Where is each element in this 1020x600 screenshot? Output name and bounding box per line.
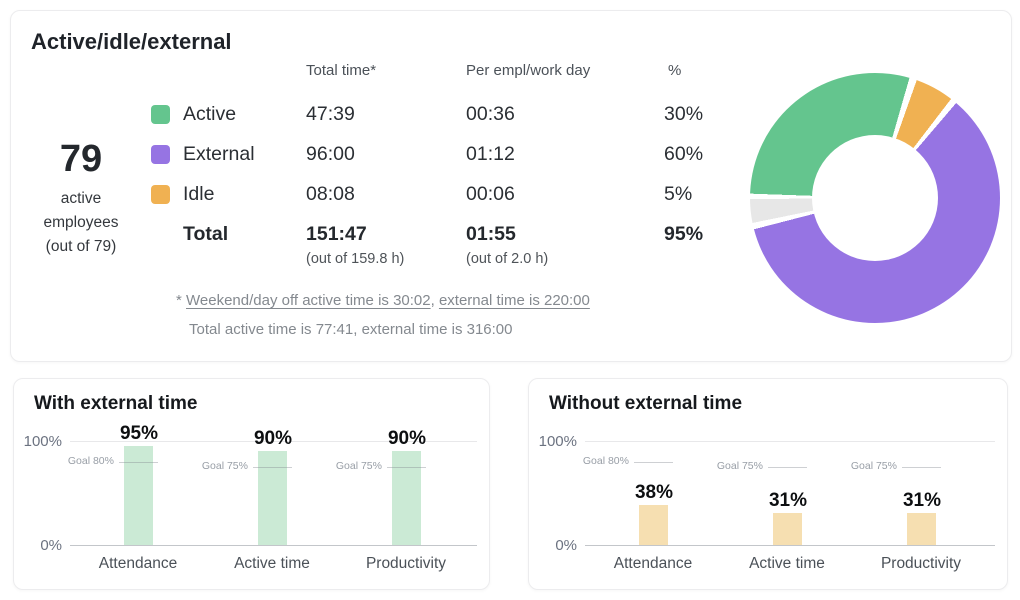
column-header-percent: % (668, 62, 682, 79)
without-external-time-card: Without external time 100% 0% 38% Goal 8… (528, 378, 1008, 590)
x-axis-baseline (585, 545, 995, 546)
bar-value-active-time: 90% (253, 428, 293, 449)
goal-label-attendance: Goal 80% (67, 455, 114, 467)
active-idle-external-donut-chart (750, 73, 1000, 323)
idle-total-time: 08:08 (306, 183, 355, 205)
active-per-empl: 00:36 (466, 103, 515, 125)
bar-active-time (258, 451, 287, 545)
bar-attendance (639, 505, 668, 545)
row-label-total: Total (183, 223, 229, 245)
bar-attendance (124, 446, 153, 545)
legend-swatch-external (151, 145, 170, 164)
goal-line-active-time (768, 467, 807, 468)
active-employees-caption: employees (43, 213, 119, 231)
goal-line-attendance (119, 462, 158, 463)
total-active-time-footnote: Total active time is 77:41, external tim… (189, 321, 513, 338)
goal-label-productivity: Goal 75% (335, 460, 382, 472)
goal-line-productivity (387, 467, 426, 468)
y-tick-100: 100% (23, 433, 62, 450)
active-employees-caption: active (60, 189, 102, 207)
active-total-time: 47:39 (306, 103, 355, 125)
goal-label-active-time: Goal 75% (201, 460, 248, 472)
bar-value-productivity: 90% (387, 428, 427, 449)
gridline-100pct (70, 441, 477, 442)
bar-value-active-time: 31% (768, 490, 808, 511)
total-per-empl: 01:55 (466, 223, 516, 245)
x-tick-active-time: Active time (234, 555, 310, 572)
idle-per-empl: 00:06 (466, 183, 515, 205)
x-tick-productivity: Productivity (365, 555, 447, 572)
column-header-per-empl: Per empl/work day (466, 62, 591, 79)
goal-line-productivity (902, 467, 941, 468)
x-axis-baseline (70, 545, 477, 546)
x-tick-attendance: Attendance (98, 555, 178, 572)
external-percent: 60% (664, 143, 704, 165)
footnote-asterisk: * (176, 292, 187, 309)
bar-value-productivity: 31% (902, 490, 942, 511)
x-tick-productivity: Productivity (880, 555, 962, 572)
gridline-100pct (585, 441, 995, 442)
active-employees-caption: (out of 79) (45, 237, 117, 255)
legend-swatch-idle (151, 185, 170, 204)
x-tick-active-time: Active time (749, 555, 825, 572)
bar-productivity (392, 451, 421, 545)
active-employees-count: 79 (59, 138, 103, 180)
y-tick-100: 100% (538, 433, 577, 450)
goal-line-active-time (253, 467, 292, 468)
total-time-note: (out of 159.8 h) (306, 251, 405, 267)
y-tick-0: 0% (40, 537, 62, 554)
total-total-time: 151:47 (306, 223, 367, 245)
external-total-time: 96:00 (306, 143, 355, 165)
active-employees-summary: 79 active employees (out of 79) (16, 138, 146, 259)
bar-value-attendance: 38% (634, 482, 674, 503)
column-header-total-time: Total time* (306, 62, 377, 79)
active-idle-external-card: Active/idle/external 79 active employees… (10, 10, 1012, 362)
row-label-idle: Idle (183, 183, 215, 205)
card-title: Active/idle/external (31, 29, 232, 54)
y-tick-0: 0% (555, 537, 577, 554)
goal-label-productivity: Goal 75% (850, 460, 897, 472)
per-empl-note: (out of 2.0 h) (466, 251, 549, 267)
weekend-external-time-link[interactable]: external time is 220:00 (438, 292, 590, 309)
weekend-active-time-link[interactable]: Weekend/day off active time is 30:02 (186, 292, 431, 309)
goal-line-attendance (634, 462, 673, 463)
bar-value-attendance: 95% (119, 423, 159, 444)
bar-productivity (907, 513, 936, 545)
with-external-time-card: With external time 100% 0% 95% Goal 80% … (13, 378, 490, 590)
legend-swatch-active (151, 105, 170, 124)
row-label-active: Active (183, 103, 237, 125)
goal-label-attendance: Goal 80% (582, 455, 629, 467)
chart-title-with-external: With external time (34, 393, 198, 414)
bar-active-time (773, 513, 802, 545)
active-percent: 30% (664, 103, 704, 125)
x-tick-attendance: Attendance (613, 555, 693, 572)
chart-title-without-external: Without external time (549, 393, 743, 414)
total-percent: 95% (664, 223, 704, 245)
row-label-external: External (183, 143, 255, 165)
goal-label-active-time: Goal 75% (716, 460, 763, 472)
weekend-footnote: * Weekend/day off active time is 30:02, … (176, 292, 590, 309)
external-per-empl: 01:12 (466, 143, 515, 165)
idle-percent: 5% (664, 183, 693, 205)
